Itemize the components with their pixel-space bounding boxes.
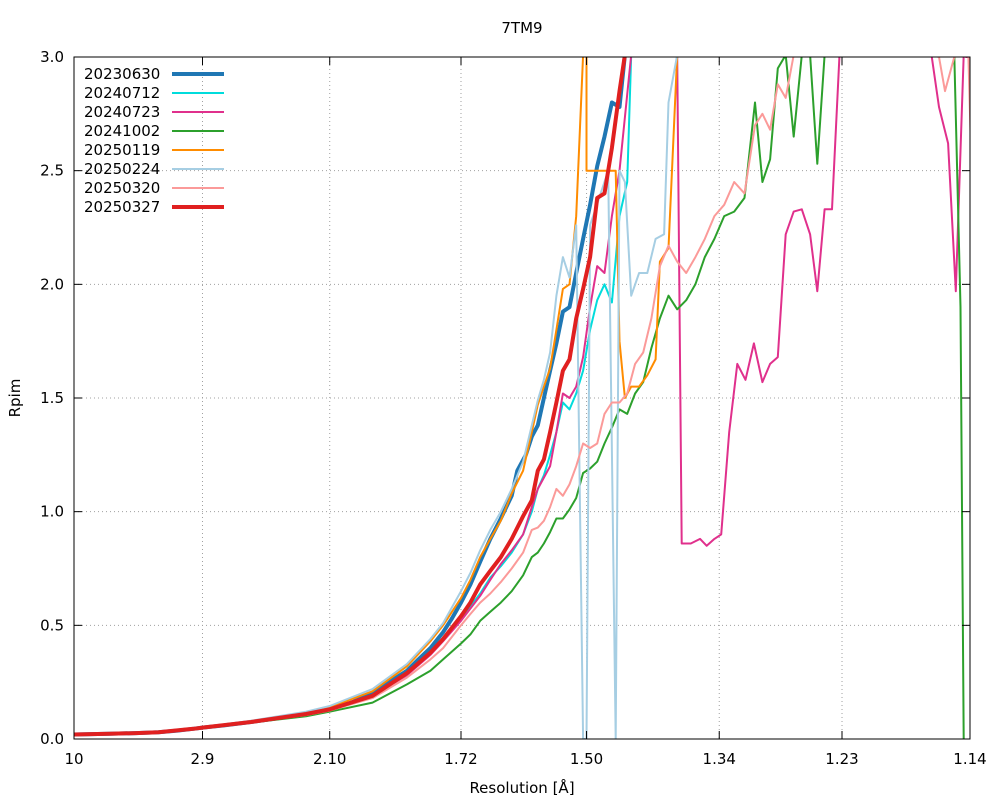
tick-layer: 0.0 0.5 1.0 1.5 2.0 2.5 3.0 10 2.9 2.10 1.72 1.50 1.… xyxy=(40,48,987,768)
series-line-20240723 xyxy=(74,57,970,736)
series-line-20241002 xyxy=(74,57,965,739)
legend: 2023063020240712202407232024100220250119… xyxy=(84,65,224,216)
legend-label: 20250224 xyxy=(84,160,160,178)
legend-label: 20250119 xyxy=(84,141,160,159)
y-tick-label: 1.0 xyxy=(40,503,64,521)
y-tick-label: 0.5 xyxy=(40,616,64,634)
series-line-20250320 xyxy=(74,57,970,736)
y-tick-label: 2.5 xyxy=(40,162,64,180)
legend-label: 20241002 xyxy=(84,122,160,140)
grid-layer xyxy=(74,57,970,739)
x-tick-label: 2.10 xyxy=(313,750,346,768)
x-tick-label: 1.50 xyxy=(570,750,603,768)
x-tick-label: 1.72 xyxy=(444,750,477,768)
x-tick-label: 2.9 xyxy=(191,750,215,768)
series-layer xyxy=(74,57,970,739)
y-axis-title: Rpim xyxy=(6,379,24,418)
legend-label: 20240712 xyxy=(84,84,160,102)
y-tick-label: 1.5 xyxy=(40,389,64,407)
x-axis-title: Resolution [Å] xyxy=(469,778,574,797)
x-tick-label: 1.23 xyxy=(825,750,858,768)
y-tick-label: 3.0 xyxy=(40,48,64,66)
y-tick-label: 0.0 xyxy=(40,730,64,748)
x-tick-label: 1.34 xyxy=(703,750,736,768)
legend-label: 20230630 xyxy=(84,65,160,83)
legend-label: 20250320 xyxy=(84,179,160,197)
chart-title: 7TM9 xyxy=(501,19,542,37)
legend-label: 20250327 xyxy=(84,198,160,216)
y-tick-label: 2.0 xyxy=(40,275,64,293)
legend-label: 20240723 xyxy=(84,103,160,121)
series-line-20250224 xyxy=(74,57,678,739)
series-line-20250327 xyxy=(74,57,627,737)
x-tick-label: 1.14 xyxy=(953,750,986,768)
x-tick-label: 10 xyxy=(64,750,83,768)
